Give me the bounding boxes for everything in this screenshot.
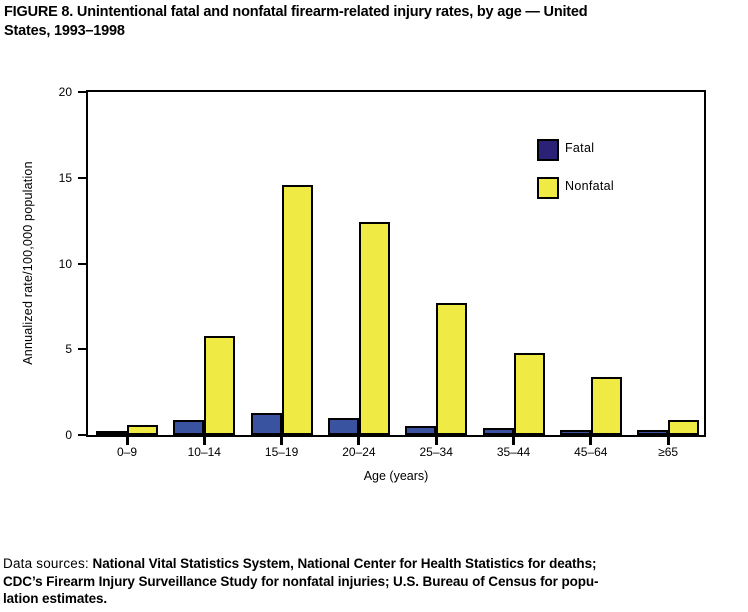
bar-nonfatal-0 (127, 424, 158, 435)
bar-fatal-1 (173, 419, 205, 435)
legend-nonfatal-swatch (537, 177, 559, 199)
y-tick-label-5: 5 (65, 342, 72, 357)
plot-area: Age (years) Fatal Nonfatal 0 5 10 15 20 0–9 10… (59, 85, 706, 483)
data-sources-line3: lation estimates. (3, 591, 108, 606)
bar-fatal-6 (559, 429, 591, 435)
x-tick-1 (202, 437, 206, 445)
x-tick-4 (434, 437, 438, 445)
x-tick-3 (357, 437, 361, 445)
x-tick-2 (280, 437, 284, 445)
bar-nonfatal-3 (358, 222, 390, 435)
x-category-label-2: 15–19 (264, 445, 299, 459)
y-tick-label-0: 0 (65, 428, 72, 442)
bar-fatal-5 (482, 428, 514, 435)
data-sources-prefix: Data sources: (3, 556, 89, 571)
y-tick-5 (78, 348, 86, 351)
y-tick-15 (78, 176, 86, 179)
x-category-label-6: 45–64 (574, 445, 608, 459)
y-tick-label-20: 20 (58, 85, 72, 99)
legend-nonfatal-label: Nonfatal (565, 179, 614, 193)
y-tick-label-10: 10 (58, 256, 72, 271)
x-category-label-5: 35–44 (496, 445, 531, 459)
bar-fatal-4 (405, 426, 437, 435)
y-tick-label-15: 15 (58, 170, 72, 185)
bar-nonfatal-6 (590, 376, 622, 435)
data-sources-line1-rest: National Vital Statistics System, Nation… (88, 556, 597, 571)
bar-fatal-3 (327, 417, 359, 435)
bar-fatal-7 (637, 429, 669, 435)
legend-fatal-swatch (537, 139, 559, 161)
x-category-label-3: 20–24 (342, 445, 376, 459)
bar-fatal-0 (96, 431, 127, 435)
x-category-label-4: 25–34 (419, 445, 453, 459)
y-tick-20 (78, 91, 86, 93)
bar-nonfatal-7 (668, 419, 700, 435)
figure-title: FIGURE 8. Unintentional fatal and nonfat… (4, 3, 748, 41)
x-tick-0 (125, 437, 129, 445)
bar-nonfatal-2 (281, 184, 313, 435)
legend-fatal-label: Fatal (565, 141, 595, 155)
bar-nonfatal-5 (513, 352, 545, 435)
x-tick-7 (666, 437, 670, 445)
y-tick-10 (78, 262, 86, 265)
y-tick-0 (78, 434, 86, 436)
figure-title-line1: FIGURE 8. Unintentional fatal and nonfat… (4, 4, 588, 20)
bar-nonfatal-4 (436, 302, 468, 435)
bar-nonfatal-1 (204, 335, 236, 435)
data-sources-line1: Data sources: National Vital Statistics … (3, 555, 748, 573)
x-tick-5 (512, 437, 515, 445)
x-tick-6 (589, 437, 593, 445)
figure-title-line2: States, 1993–1998 (4, 23, 125, 39)
bar-fatal-2 (250, 412, 282, 435)
x-category-label-1: 10–14 (187, 445, 221, 459)
x-category-label-0: 0–9 (116, 445, 138, 459)
data-sources-line2: CDC’s Firearm Injury Surveillance Study … (3, 573, 599, 589)
x-category-label-7: ≥65 (658, 445, 679, 459)
x-axis-title: Age (years) (363, 469, 429, 483)
y-axis-title: Annualized rate/100,000 population (21, 161, 35, 365)
data-sources-note: Data sources: National Vital Statistics … (3, 555, 748, 608)
chart-area: Annualized rate/100,000 population Age (… (21, 85, 706, 483)
